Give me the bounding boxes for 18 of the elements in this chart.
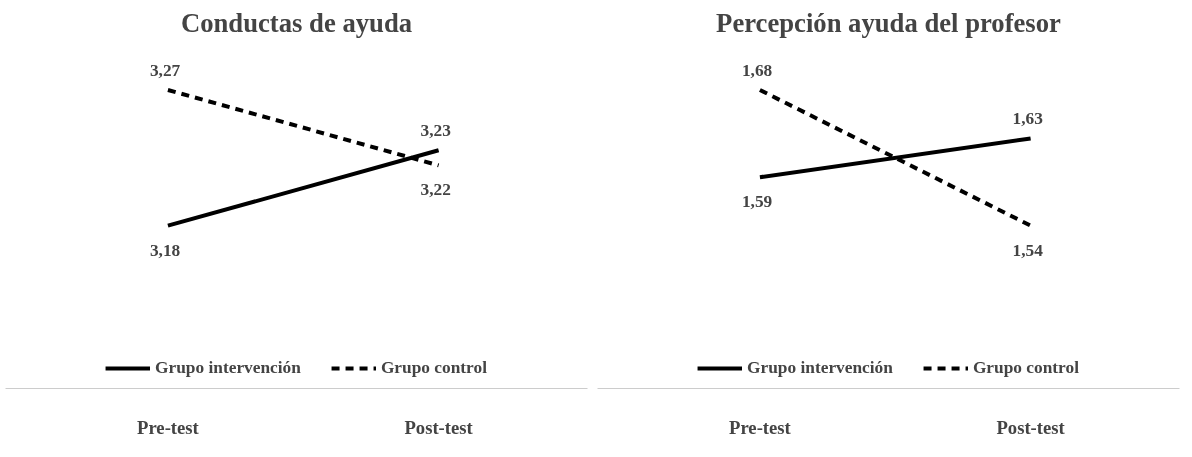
data-label: 1,68 xyxy=(741,60,773,80)
data-label: 3,23 xyxy=(420,121,452,141)
legend-label: Grupo control xyxy=(972,358,1079,378)
legend-label: Grupo intervención xyxy=(155,358,301,378)
data-label: 3,18 xyxy=(149,240,181,260)
data-label: 1,63 xyxy=(1012,109,1044,129)
data-label: 3,22 xyxy=(420,180,451,200)
data-label: 1,54 xyxy=(1012,240,1044,260)
x-tick-label: Post-test xyxy=(996,416,1066,438)
x-tick-label: Post-test xyxy=(404,416,474,438)
data-label: 1,59 xyxy=(741,192,773,212)
chart-title: Conductas de ayuda xyxy=(180,7,413,38)
x-tick-label: Pre-test xyxy=(729,416,792,438)
legend-label: Grupo intervención xyxy=(747,358,893,378)
chart-title: Percepción ayuda del profesor xyxy=(716,7,1062,38)
x-tick-label: Pre-test xyxy=(137,416,200,438)
data-label: 3,27 xyxy=(149,60,181,80)
legend-label: Grupo control xyxy=(380,358,487,378)
